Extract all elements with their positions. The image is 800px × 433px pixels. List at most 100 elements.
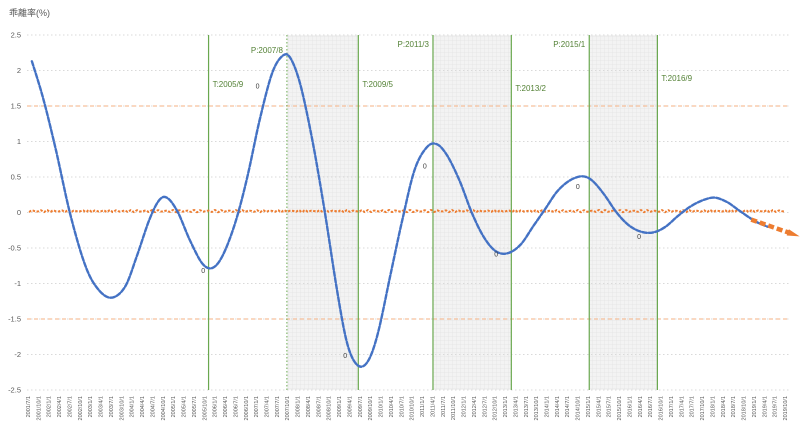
x-axis-tick: 2009/7/1 [358, 396, 364, 417]
x-axis-tick: 2015/1/1 [586, 396, 592, 417]
x-axis-tick: 2012/4/1 [472, 396, 478, 417]
trough-label-2009-5: T:2009/5 [362, 80, 394, 89]
x-axis-tick: 2009/10/1 [368, 396, 374, 420]
x-axis-tick: 2014/10/1 [576, 396, 582, 420]
x-axis-tick: 2014/4/1 [555, 396, 561, 417]
x-axis-tick: 2007/7/1 [275, 396, 281, 417]
x-axis-tick: 2004/4/1 [140, 396, 146, 417]
x-axis-tick: 2004/7/1 [150, 396, 156, 417]
x-axis-tick: 2005/4/1 [182, 396, 188, 417]
y-axis-tick: -2.5 [8, 386, 21, 395]
x-axis-tick: 2003/1/1 [88, 396, 94, 417]
x-axis-tick: 2015/4/1 [596, 396, 602, 417]
x-axis-tick: 2007/10/1 [285, 396, 291, 420]
y-axis-tick: -0.5 [8, 244, 21, 253]
x-axis-tick: 2003/4/1 [99, 396, 105, 417]
turning-point-annotation: 0 [576, 184, 580, 191]
turning-point-annotation: 0 [637, 234, 641, 241]
x-axis-tick: 2012/1/1 [462, 396, 468, 417]
x-axis-tick: 2010/7/1 [399, 396, 405, 417]
forecast-arrowhead [786, 229, 800, 237]
x-axis-tick: 2011/10/1 [451, 396, 457, 420]
x-axis-tick: 2004/1/1 [130, 396, 136, 417]
x-axis-tick: 2016/7/1 [648, 396, 654, 417]
x-axis-tick: 2017/10/1 [700, 396, 706, 420]
chart-title: 乖離率(%) [9, 8, 50, 18]
baseline-series [28, 208, 786, 214]
x-axis-tick: 2013/10/1 [534, 396, 540, 420]
turning-point-annotation: 0 [423, 163, 427, 170]
x-axis-tick: 2018/10/1 [742, 396, 748, 420]
x-axis-tick: 2018/4/1 [721, 396, 727, 417]
x-axis-tick: 2008/7/1 [316, 396, 322, 417]
x-axis-tick: 2009/1/1 [337, 396, 343, 417]
peak-label-2007-8: P:2007/8 [250, 46, 283, 55]
x-axis-tick: 2011/7/1 [441, 396, 447, 417]
forecast-arrow-line [750, 217, 793, 236]
x-axis-tick: 2011/4/1 [430, 396, 436, 417]
x-axis-tick: 2006/7/1 [233, 396, 239, 417]
y-axis-tick: -2 [14, 350, 21, 359]
turning-point-annotation: 0 [256, 83, 260, 90]
x-axis-tick: 2006/1/1 [213, 396, 219, 417]
x-axis-tick: 2012/10/1 [493, 396, 499, 420]
x-axis-tick: 2008/1/1 [296, 396, 302, 417]
turning-point-annotation: 0 [201, 268, 205, 275]
x-axis-tick: 2004/10/1 [161, 396, 167, 420]
x-axis-tick: 2012/7/1 [482, 396, 488, 417]
y-axis-tick: 2.5 [11, 31, 21, 40]
x-axis-tick: 2006/10/1 [244, 396, 250, 420]
peak-label-2011-3: P:2011/3 [397, 40, 429, 49]
x-axis-tick: 2010/10/1 [410, 396, 416, 420]
x-axis-tick: 2005/1/1 [171, 396, 177, 417]
x-axis-tick: 2014/7/1 [565, 396, 571, 417]
x-axis-tick: 2001/7/1 [26, 396, 32, 417]
x-axis-tick: 2016/1/1 [627, 396, 633, 417]
x-axis-tick: 2008/4/1 [306, 396, 312, 417]
x-axis-tick: 2015/7/1 [607, 396, 613, 417]
x-axis-tick: 2017/7/1 [690, 396, 696, 417]
x-axis-tick: 2013/4/1 [513, 396, 519, 417]
x-axis-tick: 2018/7/1 [731, 396, 737, 417]
x-axis-tick: 2003/7/1 [109, 396, 115, 417]
x-axis-tick: 2010/1/1 [379, 396, 385, 417]
trough-label-2005-9: T:2005/9 [212, 80, 244, 89]
y-axis-tick: 2 [17, 66, 21, 75]
x-axis-tick: 2018/1/1 [710, 396, 716, 417]
x-axis-tick: 2019/10/1 [783, 396, 789, 420]
x-axis-tick: 2016/10/1 [659, 396, 665, 420]
y-axis-tick: -1 [14, 279, 21, 288]
x-axis-tick: 2019/7/1 [773, 396, 779, 417]
x-axis-tick: 2002/7/1 [67, 396, 73, 417]
x-axis-tick: 2007/4/1 [265, 396, 271, 417]
x-axis-tick: 2014/1/1 [544, 396, 550, 417]
x-axis-tick: 2001/10/1 [36, 396, 42, 420]
x-axis-tick: 2013/1/1 [503, 396, 509, 417]
x-axis-tick: 2008/10/1 [327, 396, 333, 420]
x-axis-tick: 2009/4/1 [347, 396, 353, 417]
x-axis-tick: 2013/7/1 [524, 396, 530, 417]
x-axis-tick: 2003/10/1 [119, 396, 125, 420]
x-axis-tick: 2005/10/1 [202, 396, 208, 420]
x-axis-tick: 2016/4/1 [638, 396, 644, 417]
x-axis-tick: 2006/4/1 [223, 396, 229, 417]
turning-point-annotation: 0 [494, 252, 498, 259]
y-axis-tick: 0 [17, 208, 21, 217]
x-axis-tick: 2002/4/1 [57, 396, 63, 417]
trough-label-2013-2: T:2013/2 [515, 84, 547, 93]
x-axis-tick: 2019/1/1 [752, 396, 758, 417]
x-axis-tick: 2017/1/1 [669, 396, 675, 417]
turning-point-annotation: 0 [343, 353, 347, 360]
x-axis-tick: 2011/1/1 [420, 396, 426, 417]
cycle-indicator-series [30, 53, 769, 368]
peak-label-2015-1: P:2015/1 [553, 40, 586, 49]
y-axis-tick: 1 [17, 137, 21, 146]
y-axis-tick: 1.5 [11, 102, 21, 111]
x-axis-tick: 2010/4/1 [389, 396, 395, 417]
x-axis-tick: 2002/1/1 [47, 396, 53, 417]
y-axis-tick: 0.5 [11, 173, 21, 182]
trough-label-2016-9: T:2016/9 [661, 74, 693, 83]
x-axis-tick: 2015/10/1 [617, 396, 623, 420]
